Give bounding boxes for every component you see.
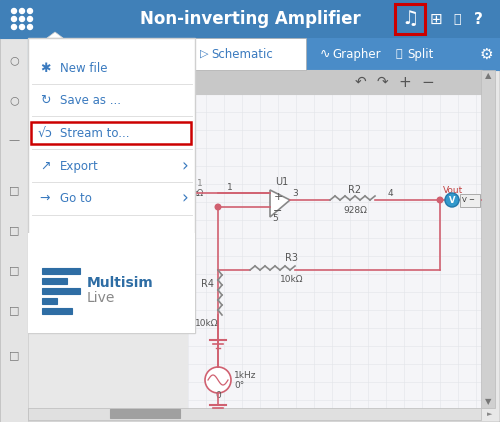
Circle shape: [437, 197, 443, 203]
Text: □: □: [9, 265, 19, 275]
Bar: [28, 233, 195, 333]
Text: Export: Export: [60, 160, 99, 173]
Bar: [188, 94, 481, 408]
Text: 1kHz: 1kHz: [234, 371, 256, 379]
Text: ↶: ↶: [354, 75, 366, 89]
Bar: [0, 38, 28, 422]
Circle shape: [20, 24, 24, 30]
Text: Live: Live: [87, 291, 116, 305]
Polygon shape: [270, 190, 290, 217]
Text: Stream to...: Stream to...: [60, 127, 130, 140]
Circle shape: [20, 16, 24, 22]
Text: U1: U1: [276, 177, 288, 187]
Text: ⊞: ⊞: [430, 11, 442, 27]
Text: R4: R4: [200, 279, 213, 289]
Text: −: −: [422, 75, 434, 89]
Text: Go to: Go to: [60, 192, 92, 205]
Circle shape: [12, 16, 16, 22]
Text: ⚙: ⚙: [479, 46, 493, 62]
Circle shape: [205, 367, 231, 393]
Text: +: +: [398, 75, 411, 89]
Bar: [42, 298, 57, 304]
Text: +: +: [274, 192, 282, 202]
Text: ⫛: ⫛: [395, 49, 402, 59]
Text: 0°: 0°: [234, 381, 244, 390]
Text: ?: ?: [474, 11, 482, 27]
Text: ↻: ↻: [40, 94, 50, 106]
Circle shape: [28, 8, 32, 14]
Text: ○: ○: [9, 95, 19, 105]
Bar: [28, 408, 481, 420]
Circle shape: [28, 16, 32, 22]
Bar: [0, 0, 500, 38]
Bar: [481, 70, 495, 408]
Text: Schematic: Schematic: [211, 48, 273, 60]
Bar: [395, 4, 425, 34]
Text: ∿: ∿: [320, 48, 330, 60]
Text: 1: 1: [227, 182, 233, 192]
Bar: [460, 194, 480, 207]
Text: ○: ○: [9, 55, 19, 65]
Text: kΩ: kΩ: [192, 189, 203, 197]
Text: 4: 4: [387, 189, 393, 197]
Bar: [110, 409, 180, 418]
Text: Vout: Vout: [443, 186, 463, 195]
Text: 10kΩ: 10kΩ: [280, 276, 304, 284]
Bar: [42, 308, 72, 314]
Text: 10kΩ: 10kΩ: [195, 319, 219, 327]
Polygon shape: [47, 32, 63, 38]
Text: 1: 1: [197, 179, 203, 187]
Circle shape: [20, 8, 24, 14]
Text: V −: V −: [462, 197, 475, 203]
Bar: [31, 122, 191, 144]
Circle shape: [215, 204, 221, 210]
Text: ↗: ↗: [40, 160, 50, 173]
Text: ▲: ▲: [485, 71, 491, 81]
Circle shape: [28, 24, 32, 30]
Text: →: →: [40, 192, 50, 205]
Text: New file: New file: [60, 62, 108, 75]
Text: ›: ›: [182, 189, 188, 207]
Text: Save as ...: Save as ...: [60, 94, 121, 106]
Text: ›: ›: [182, 157, 188, 175]
Text: √ɔ: √ɔ: [38, 127, 52, 140]
Bar: [42, 278, 67, 284]
Text: 928Ω: 928Ω: [343, 206, 367, 214]
Bar: [188, 38, 306, 70]
Text: ▷: ▷: [200, 49, 208, 59]
Bar: [42, 268, 80, 274]
Text: −: −: [274, 206, 282, 216]
Text: R2: R2: [348, 185, 362, 195]
Text: ►: ►: [488, 411, 492, 417]
Circle shape: [12, 8, 16, 14]
Text: ▼: ▼: [485, 398, 491, 406]
Bar: [28, 38, 500, 70]
Text: Non-inverting Amplifier: Non-inverting Amplifier: [140, 10, 360, 28]
Text: □: □: [9, 225, 19, 235]
Text: R3: R3: [286, 253, 298, 263]
Text: Multisim: Multisim: [87, 276, 154, 290]
Text: ♫: ♫: [401, 10, 419, 29]
Text: 0: 0: [215, 392, 221, 400]
Text: V: V: [449, 195, 455, 205]
Bar: [188, 70, 482, 94]
Text: □: □: [9, 185, 19, 195]
Circle shape: [445, 193, 459, 207]
Text: □: □: [9, 305, 19, 315]
Circle shape: [12, 24, 16, 30]
Text: ⬜: ⬜: [453, 13, 461, 25]
Bar: [28, 38, 195, 333]
Text: ↷: ↷: [376, 75, 388, 89]
Text: ✱: ✱: [40, 62, 50, 75]
Text: Split: Split: [407, 48, 434, 60]
Text: 5: 5: [272, 214, 278, 222]
Text: 3: 3: [292, 189, 298, 197]
Text: Grapher: Grapher: [332, 48, 380, 60]
Bar: [42, 288, 80, 294]
Text: —: —: [8, 135, 20, 145]
Text: □: □: [9, 350, 19, 360]
